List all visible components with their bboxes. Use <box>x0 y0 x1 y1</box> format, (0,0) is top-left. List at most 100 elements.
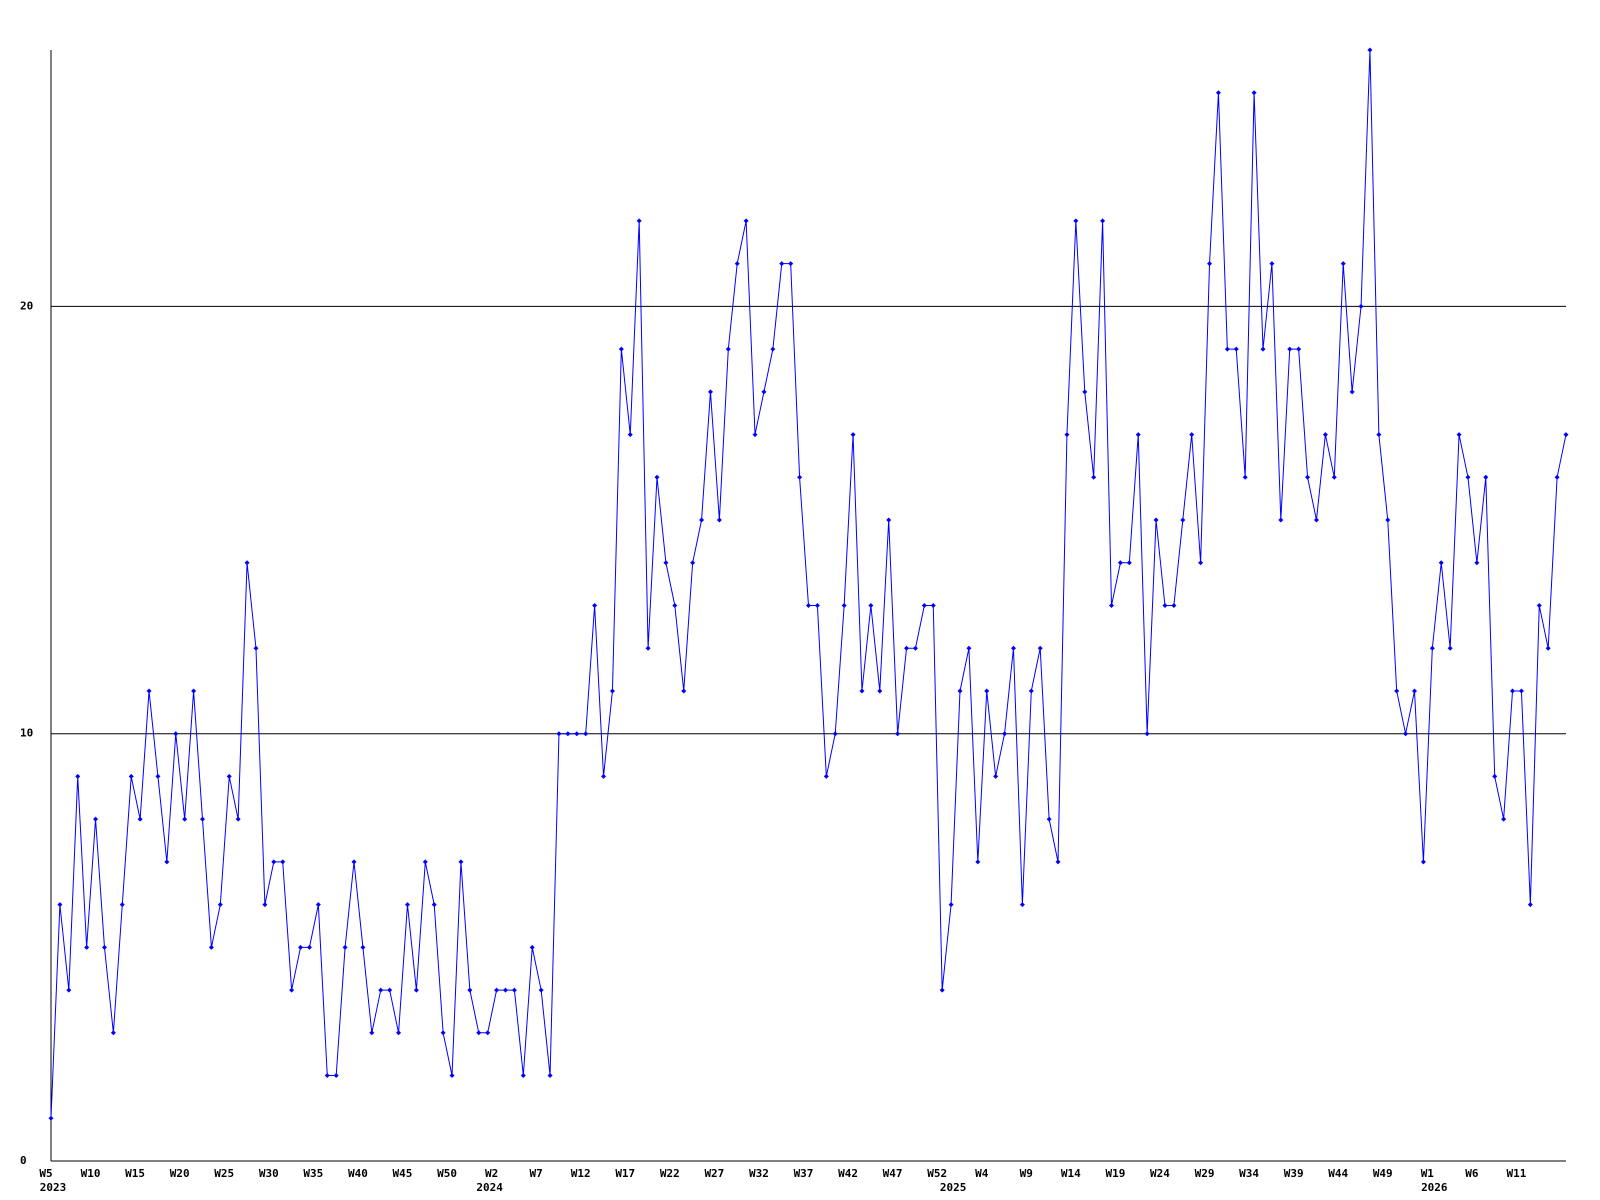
data-point <box>627 432 633 438</box>
data-point <box>841 603 847 608</box>
x-tick-label: W27 <box>704 1167 724 1180</box>
data-point <box>1412 688 1417 694</box>
data-point <box>1073 218 1079 224</box>
data-point <box>1117 560 1123 566</box>
x-tick-label: W52 <box>927 1167 947 1180</box>
x-tick-label: W49 <box>1373 1167 1393 1180</box>
data-point <box>369 1030 375 1036</box>
data-point <box>636 218 642 224</box>
data-point <box>84 944 90 950</box>
data-point <box>1242 474 1248 480</box>
data-point <box>618 346 624 352</box>
data-point <box>208 944 214 950</box>
data-point <box>850 432 856 438</box>
x-tick-label: W10 <box>81 1167 101 1180</box>
data-point <box>351 859 357 865</box>
data-point <box>298 944 304 950</box>
data-point <box>1554 474 1560 480</box>
x-tick-label: W12 <box>571 1167 591 1180</box>
data-point <box>1536 603 1542 608</box>
data-point <box>592 603 598 608</box>
data-point <box>485 1030 491 1036</box>
data-point <box>503 987 508 993</box>
data-point <box>101 944 107 950</box>
data-point <box>244 560 250 566</box>
data-point <box>939 987 945 993</box>
data-point <box>1438 560 1444 566</box>
data-point <box>912 645 918 651</box>
x-year-label: 2024 <box>476 1181 503 1194</box>
data-point <box>360 944 366 950</box>
data-point <box>1501 816 1507 822</box>
data-point <box>734 261 740 267</box>
data-point <box>173 731 179 737</box>
data-point <box>672 603 678 608</box>
data-point <box>1385 517 1391 523</box>
data-point <box>1046 816 1052 822</box>
x-tick-label: W42 <box>838 1167 858 1180</box>
data-point <box>1198 560 1204 566</box>
data-point <box>1474 560 1480 566</box>
data-point <box>119 902 125 908</box>
x-year-label: 2025 <box>940 1181 967 1194</box>
data-point <box>788 261 794 267</box>
data-point <box>342 944 348 950</box>
data-point <box>1340 261 1346 267</box>
data-point <box>690 560 696 566</box>
data-point <box>868 603 874 608</box>
data-point <box>993 773 999 779</box>
data-point <box>422 859 428 865</box>
data-point <box>235 816 241 822</box>
data-point <box>1305 474 1311 480</box>
data-point <box>699 517 705 523</box>
data-point <box>280 859 286 865</box>
x-tick-label: W30 <box>259 1167 279 1180</box>
data-point <box>957 688 963 694</box>
data-point <box>823 773 829 779</box>
data-point <box>1456 432 1462 438</box>
data-point <box>1358 303 1364 309</box>
data-point <box>716 517 722 523</box>
data-point <box>387 987 393 993</box>
data-point <box>1447 645 1453 651</box>
data-point <box>191 688 197 694</box>
x-tick-label: W7 <box>530 1167 543 1180</box>
data-point <box>681 688 687 694</box>
data-point <box>164 859 170 865</box>
x-tick-label: W9 <box>1020 1167 1033 1180</box>
data-point <box>1082 389 1088 395</box>
data-point <box>271 859 277 865</box>
data-point <box>663 560 669 566</box>
data-point <box>975 859 981 865</box>
data-point <box>200 816 205 822</box>
data-point <box>966 645 972 651</box>
data-point <box>1162 603 1168 608</box>
data-point <box>832 731 838 737</box>
x-tick-label: W22 <box>660 1167 680 1180</box>
data-point <box>467 987 473 993</box>
data-point <box>66 987 72 993</box>
data-point <box>1028 688 1034 694</box>
x-tick-label: W4 <box>975 1167 989 1180</box>
data-point <box>1126 560 1132 566</box>
data-point <box>770 346 776 352</box>
data-point <box>449 1073 455 1079</box>
y-tick-label: 0 <box>20 1154 27 1167</box>
data-point <box>1091 474 1097 480</box>
data-point <box>1278 517 1284 523</box>
data-point <box>1010 645 1016 651</box>
data-point <box>1153 517 1159 523</box>
data-point <box>547 1073 553 1079</box>
x-year-label: 2026 <box>1421 1181 1448 1194</box>
data-point <box>1064 432 1070 438</box>
data-point <box>431 902 437 908</box>
data-point <box>654 474 660 480</box>
x-tick-label: W40 <box>348 1167 368 1180</box>
data-point <box>1019 902 1025 908</box>
x-tick-label: W6 <box>1465 1167 1479 1180</box>
data-point <box>1180 517 1186 523</box>
data-point <box>1251 90 1257 96</box>
data-point <box>155 773 161 779</box>
x-tick-label: W32 <box>749 1167 769 1180</box>
